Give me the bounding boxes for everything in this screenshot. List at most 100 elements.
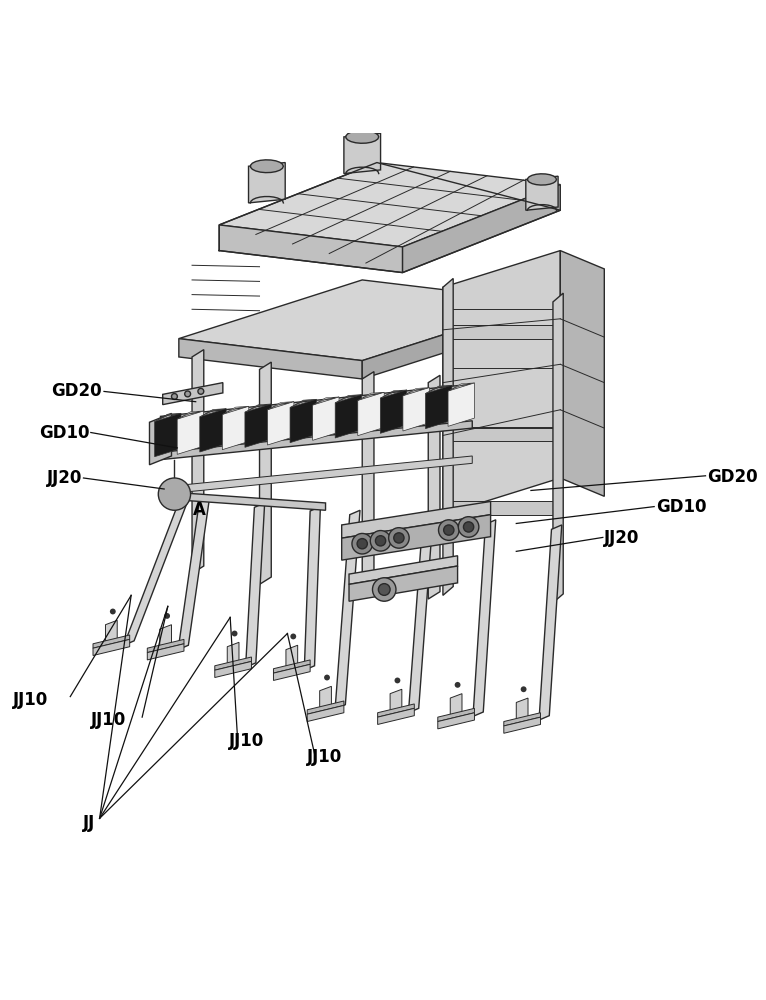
Polygon shape <box>425 385 452 393</box>
Circle shape <box>458 517 479 537</box>
Polygon shape <box>362 372 374 595</box>
Polygon shape <box>160 625 172 649</box>
Circle shape <box>164 613 170 619</box>
Polygon shape <box>504 717 541 733</box>
Circle shape <box>394 533 404 543</box>
Circle shape <box>444 525 454 535</box>
Circle shape <box>372 578 396 601</box>
Polygon shape <box>425 385 452 429</box>
Text: JJ10: JJ10 <box>229 732 264 750</box>
Text: A: A <box>193 501 206 519</box>
Text: JJ10: JJ10 <box>307 748 342 766</box>
Polygon shape <box>93 639 129 656</box>
Text: GD20: GD20 <box>707 468 758 486</box>
Text: GD20: GD20 <box>51 382 102 400</box>
Text: JJ: JJ <box>83 814 96 832</box>
Polygon shape <box>313 397 339 440</box>
Circle shape <box>198 388 204 394</box>
Polygon shape <box>155 413 181 421</box>
Polygon shape <box>273 660 310 673</box>
Polygon shape <box>178 493 326 510</box>
Polygon shape <box>450 694 462 718</box>
Polygon shape <box>403 388 429 396</box>
Polygon shape <box>335 510 360 709</box>
Polygon shape <box>438 713 474 729</box>
Polygon shape <box>344 133 381 174</box>
Polygon shape <box>443 501 560 515</box>
Polygon shape <box>222 406 249 450</box>
Circle shape <box>375 536 386 546</box>
Polygon shape <box>124 496 190 645</box>
Polygon shape <box>106 620 117 645</box>
Polygon shape <box>448 383 474 391</box>
Polygon shape <box>245 404 271 447</box>
Polygon shape <box>161 421 473 460</box>
Polygon shape <box>178 456 473 493</box>
Circle shape <box>370 531 391 551</box>
Circle shape <box>378 584 390 595</box>
Polygon shape <box>192 350 204 573</box>
Polygon shape <box>448 383 474 426</box>
Circle shape <box>290 634 296 639</box>
Polygon shape <box>473 520 496 716</box>
Polygon shape <box>390 689 402 713</box>
Polygon shape <box>250 160 283 173</box>
Polygon shape <box>214 657 251 670</box>
Polygon shape <box>267 402 294 445</box>
Polygon shape <box>200 409 226 417</box>
Polygon shape <box>161 384 473 424</box>
Circle shape <box>231 631 237 636</box>
Polygon shape <box>200 409 226 452</box>
Circle shape <box>463 522 473 532</box>
Circle shape <box>172 394 178 399</box>
Polygon shape <box>525 176 558 210</box>
Polygon shape <box>147 644 184 660</box>
Polygon shape <box>286 645 298 669</box>
Circle shape <box>438 520 459 540</box>
Polygon shape <box>222 406 249 414</box>
Polygon shape <box>307 701 344 714</box>
Polygon shape <box>162 433 202 447</box>
Polygon shape <box>362 302 545 379</box>
Polygon shape <box>245 404 271 412</box>
Polygon shape <box>443 251 560 515</box>
Polygon shape <box>147 639 184 653</box>
Polygon shape <box>358 392 385 400</box>
Circle shape <box>394 678 401 683</box>
Polygon shape <box>349 566 457 601</box>
Circle shape <box>159 478 191 510</box>
Polygon shape <box>408 512 434 713</box>
Text: GD10: GD10 <box>39 424 90 442</box>
Polygon shape <box>246 503 265 667</box>
Polygon shape <box>403 185 560 273</box>
Polygon shape <box>319 686 332 711</box>
Polygon shape <box>219 163 560 247</box>
Polygon shape <box>273 664 310 680</box>
Polygon shape <box>528 174 556 185</box>
Polygon shape <box>560 251 604 496</box>
Circle shape <box>324 675 330 680</box>
Polygon shape <box>381 390 407 398</box>
Polygon shape <box>342 515 490 560</box>
Polygon shape <box>346 130 378 143</box>
Circle shape <box>521 686 526 692</box>
Polygon shape <box>313 397 339 405</box>
Polygon shape <box>290 399 316 407</box>
Polygon shape <box>149 413 172 465</box>
Polygon shape <box>443 428 560 441</box>
Polygon shape <box>438 708 474 722</box>
Polygon shape <box>177 411 204 419</box>
Text: JJ10: JJ10 <box>90 711 126 729</box>
Polygon shape <box>443 278 453 595</box>
Polygon shape <box>177 411 204 454</box>
Polygon shape <box>381 390 407 433</box>
Circle shape <box>455 682 460 688</box>
Polygon shape <box>178 339 362 379</box>
Circle shape <box>110 609 116 614</box>
Polygon shape <box>178 497 210 650</box>
Polygon shape <box>378 704 414 717</box>
Polygon shape <box>553 293 563 603</box>
Text: JJ20: JJ20 <box>604 529 640 547</box>
Text: JJ20: JJ20 <box>47 469 82 487</box>
Polygon shape <box>93 635 129 648</box>
